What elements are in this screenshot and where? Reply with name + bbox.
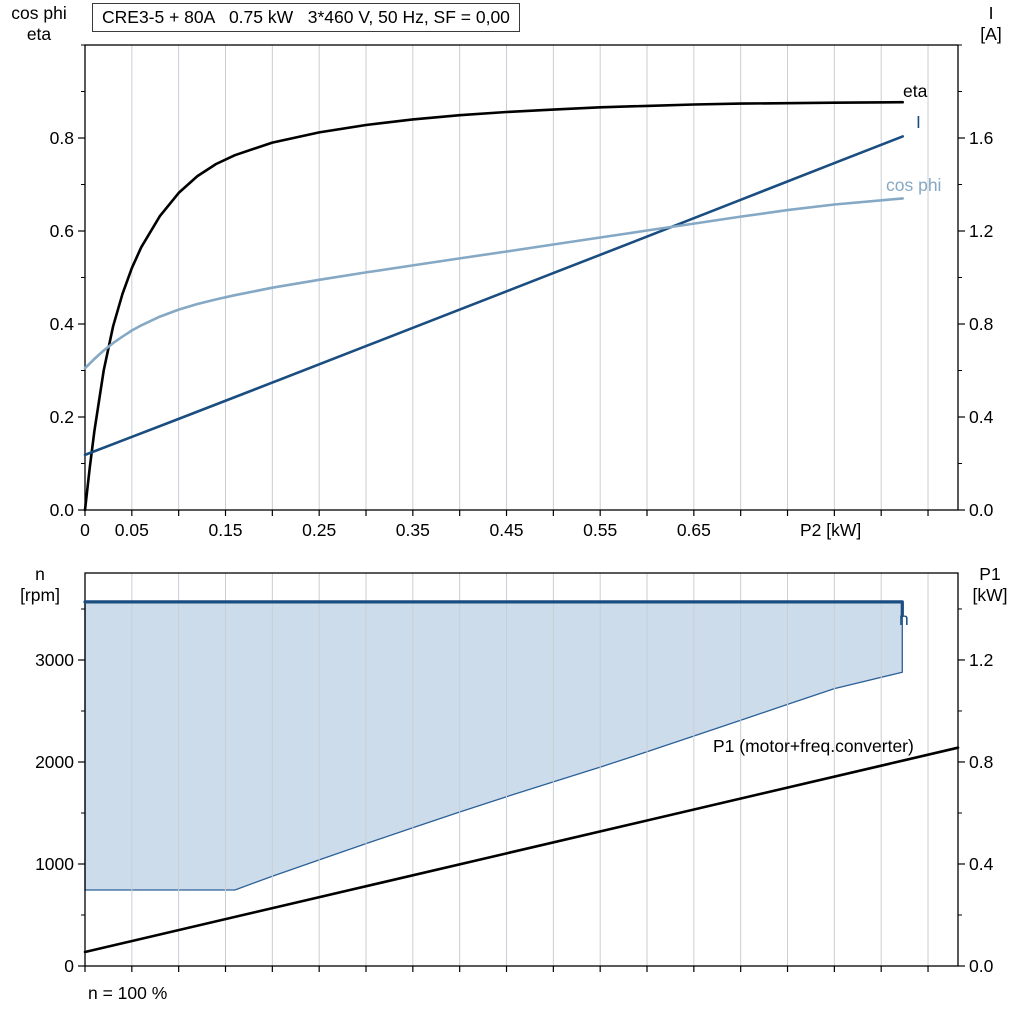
y-tick-label: 0.4 bbox=[969, 854, 994, 874]
speed-caption: n = 100 % bbox=[88, 983, 168, 1003]
series-label: n bbox=[899, 609, 909, 629]
y-tick-label: 0.0 bbox=[969, 500, 994, 520]
y-tick-label: 1.2 bbox=[969, 221, 993, 241]
y-tick-label: 0.4 bbox=[50, 314, 75, 334]
x-tick-label: 0.55 bbox=[583, 520, 617, 540]
y-tick-label: 0.2 bbox=[50, 407, 74, 427]
p1-axis-label-line1: P1 bbox=[979, 564, 1001, 584]
x-tick-label: 0.65 bbox=[677, 520, 711, 540]
series-label: P1 (motor+freq.converter) bbox=[713, 736, 914, 756]
series-label: I bbox=[916, 112, 921, 132]
y-tick-label: 0.8 bbox=[969, 752, 993, 772]
y-tick-label: 1.6 bbox=[969, 128, 993, 148]
y-tick-label: 0.0 bbox=[50, 500, 75, 520]
top-right-axis-label: I [A] bbox=[964, 3, 1018, 45]
bottom-right-axis-label: P1 [kW] bbox=[960, 564, 1020, 606]
series-eta bbox=[83, 100, 904, 512]
x-tick-label: 0.45 bbox=[489, 520, 523, 540]
series-n bbox=[83, 600, 904, 617]
y-tick-label: 2000 bbox=[35, 752, 74, 772]
x-tick-label: 0.05 bbox=[115, 520, 149, 540]
right-axis-label-line2: [A] bbox=[980, 24, 1002, 44]
plot-frame bbox=[84, 572, 959, 967]
series-cos-phi bbox=[83, 197, 904, 370]
speed-axis-label-line2: [rpm] bbox=[20, 585, 60, 605]
bottom-left-axis-label: n [rpm] bbox=[6, 564, 74, 606]
y-tick-label: 1.2 bbox=[969, 650, 993, 670]
right-axis-label-line1: I bbox=[988, 3, 994, 23]
x-tick-label: 0.35 bbox=[396, 520, 430, 540]
y-tick-label: 3000 bbox=[35, 650, 74, 670]
y-tick-label: 0.6 bbox=[50, 221, 74, 241]
top-left-axis-label: cos phi eta bbox=[2, 3, 76, 45]
x-tick-label: 0.15 bbox=[208, 520, 242, 540]
y-tick-label: 0.8 bbox=[50, 128, 74, 148]
y-tick-label: 0.8 bbox=[969, 314, 993, 334]
x-axis-unit-label: P2 [kW] bbox=[800, 520, 861, 540]
series-P1 bbox=[83, 746, 960, 954]
left-axis-label-line2: eta bbox=[26, 24, 52, 44]
y-tick-label: 1000 bbox=[35, 854, 74, 874]
left-axis-label-line1: cos phi bbox=[11, 3, 67, 23]
y-tick-label: 0 bbox=[64, 956, 74, 976]
p1-axis-label-line2: [kW] bbox=[972, 585, 1008, 605]
chart-title: CRE3-5 + 80A 0.75 kW 3*460 V, 50 Hz, SF … bbox=[92, 3, 520, 32]
x-tick-label: 0.25 bbox=[302, 520, 336, 540]
y-tick-label: 0.0 bbox=[969, 956, 994, 976]
y-tick-label: 0.4 bbox=[969, 407, 994, 427]
series-label: eta bbox=[903, 81, 928, 101]
plot-frame bbox=[84, 44, 959, 511]
series-label: cos phi bbox=[886, 175, 941, 195]
speed-axis-label-line1: n bbox=[35, 564, 45, 584]
x-tick-label: 0 bbox=[80, 520, 90, 540]
series-I bbox=[83, 135, 904, 457]
